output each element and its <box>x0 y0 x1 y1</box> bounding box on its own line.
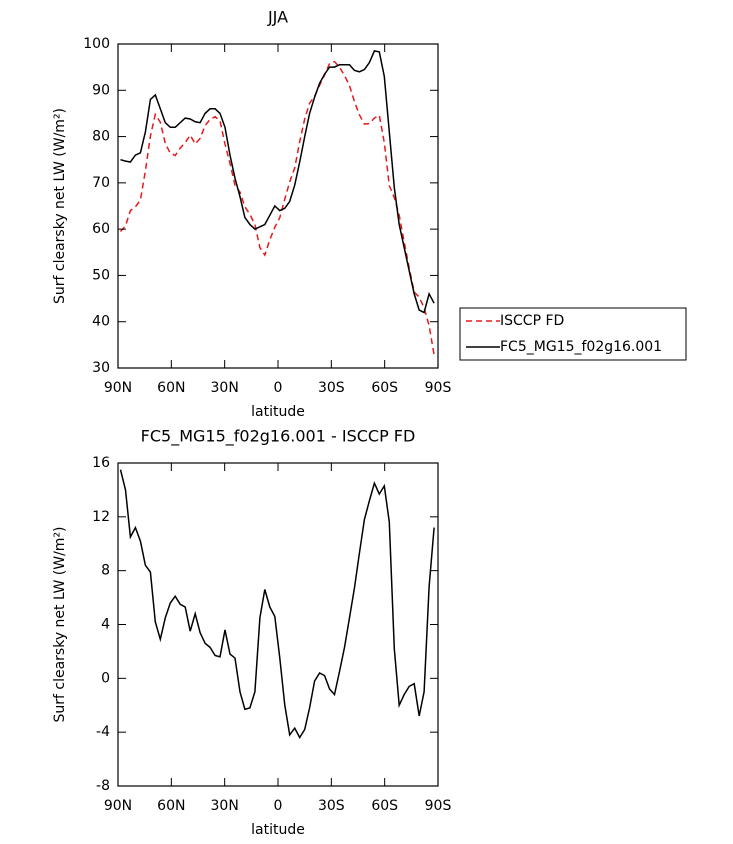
y-tick-label: 12 <box>92 509 110 525</box>
x-tick-label: 60N <box>157 798 185 814</box>
x-tick-label: 0 <box>274 798 283 814</box>
data-line <box>119 60 435 356</box>
legend-box <box>459 307 687 361</box>
y-tick-label: 60 <box>92 221 110 237</box>
y-axis-label: Surf clearsky net LW (W/m²) <box>52 526 68 722</box>
y-tick-label: 30 <box>92 360 110 376</box>
x-tick-label: 90N <box>104 798 132 814</box>
plot-frame <box>117 462 439 787</box>
x-tick-label: 30S <box>318 380 345 396</box>
x-tick-label: 90N <box>104 380 132 396</box>
chart-title: JJA <box>267 8 288 27</box>
plot-frame <box>117 43 439 369</box>
x-tick-label: 60S <box>371 798 398 814</box>
y-tick-label: 50 <box>92 267 110 283</box>
x-axis-label: latitude <box>251 404 305 420</box>
y-tick-label: 80 <box>92 129 110 145</box>
legend-label: ISCCP FD <box>500 313 564 329</box>
x-tick-label: 60S <box>371 380 398 396</box>
x-axis-label: latitude <box>251 822 305 838</box>
x-tick-label: 90S <box>425 798 452 814</box>
chart-title: FC5_MG15_f02g16.001 - ISCCP FD <box>141 427 416 447</box>
data-line <box>120 50 435 314</box>
y-tick-label: -8 <box>96 778 110 794</box>
y-tick-label: 0 <box>101 670 110 686</box>
data-line <box>119 469 435 739</box>
y-tick-label: 90 <box>92 82 110 98</box>
y-tick-label: -4 <box>96 724 110 740</box>
y-tick-label: 40 <box>92 314 110 330</box>
x-tick-label: 30S <box>318 798 345 814</box>
x-tick-label: 30N <box>211 380 239 396</box>
y-axis-label: Surf clearsky net LW (W/m²) <box>52 108 68 304</box>
y-tick-label: 70 <box>92 175 110 191</box>
y-tick-label: 8 <box>101 563 110 579</box>
y-tick-label: 100 <box>83 36 110 52</box>
x-tick-label: 0 <box>274 380 283 396</box>
y-tick-label: 4 <box>101 617 110 633</box>
x-tick-label: 60N <box>157 380 185 396</box>
x-tick-label: 30N <box>211 798 239 814</box>
y-tick-label: 16 <box>92 455 110 471</box>
x-tick-label: 90S <box>425 380 452 396</box>
legend-label: FC5_MG15_f02g16.001 <box>500 339 662 355</box>
